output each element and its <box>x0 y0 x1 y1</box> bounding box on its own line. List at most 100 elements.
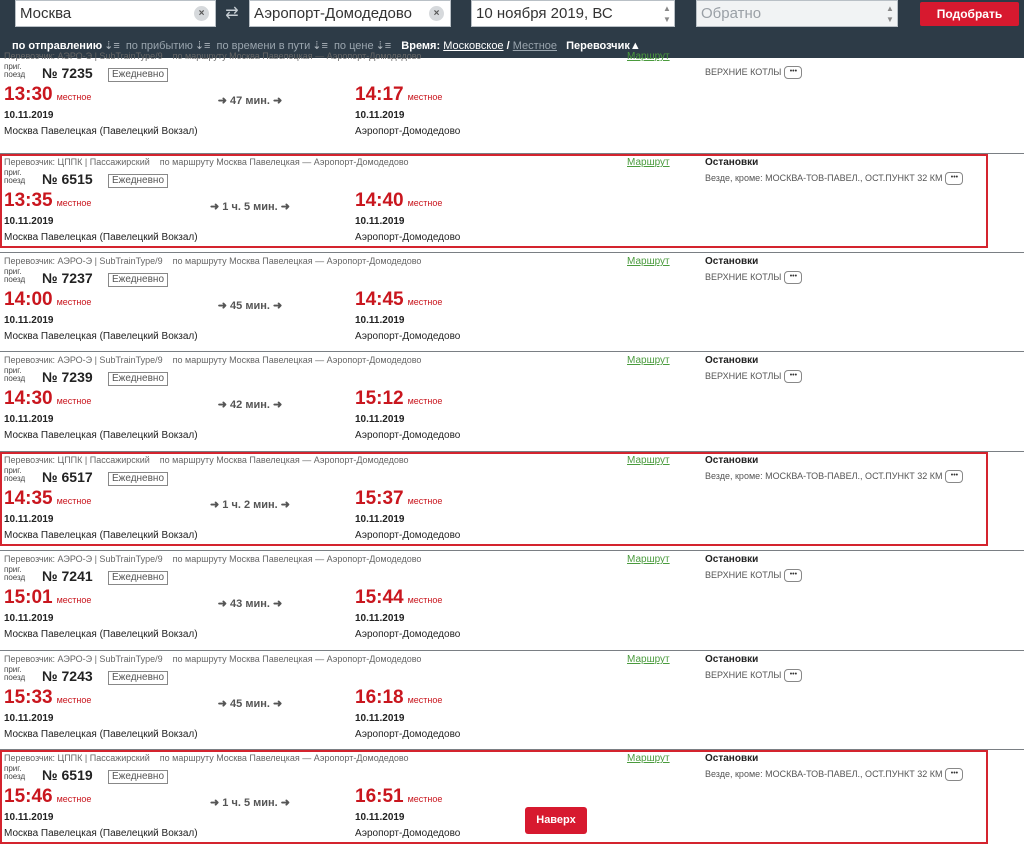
arrival-date: 10.11.2019 <box>355 110 405 121</box>
arrival-time-value: 16:51 <box>355 786 404 807</box>
from-station-value: Москва <box>20 5 72 22</box>
arrival-station: Аэропорт-Домодедово <box>355 430 461 441</box>
more-stops-icon[interactable]: ••• <box>784 370 803 383</box>
departure-time: 15:46 местное <box>4 786 91 808</box>
return-spinner-icon[interactable]: ▲ ▼ <box>886 4 894 24</box>
route-link[interactable]: Маршрут <box>627 753 670 764</box>
departure-date: 10.11.2019 <box>4 315 54 326</box>
stops-list: Везде, кроме: МОСКВА-ТОВ-ПАВЕЛ., ОСТ.ПУН… <box>705 172 964 185</box>
arrival-time-value: 15:44 <box>355 587 404 608</box>
stops-value: Везде, кроме: МОСКВА-ТОВ-ПАВЕЛ., ОСТ.ПУН… <box>705 172 943 183</box>
train-kind-label: приг. поезд <box>4 565 26 582</box>
route-link[interactable]: Маршрут <box>627 157 670 168</box>
departure-time-value: 13:30 <box>4 84 53 105</box>
sort-by-price[interactable]: по цене <box>333 39 374 52</box>
date-spinner-icon[interactable]: ▲ ▼ <box>663 4 671 24</box>
return-date-input[interactable]: Обратно ▲ ▼ <box>696 0 898 27</box>
stops-value: ВЕРХНИЕ КОТЛЫ <box>705 370 782 381</box>
route-link[interactable]: Маршрут <box>627 256 670 267</box>
route-link[interactable]: Маршрут <box>627 51 670 62</box>
arrival-date: 10.11.2019 <box>355 216 405 227</box>
train-number: № 6519 <box>42 767 93 783</box>
arrival-time: 15:37 местное <box>355 488 442 510</box>
clear-from-icon[interactable]: × <box>194 6 209 21</box>
time-moscow-link[interactable]: Московское <box>443 39 504 52</box>
more-stops-icon[interactable]: ••• <box>945 172 964 185</box>
time-label: Время: <box>401 39 441 52</box>
route-link[interactable]: Маршрут <box>627 554 670 565</box>
route-link[interactable]: Маршрут <box>627 654 670 665</box>
stops-value: Везде, кроме: МОСКВА-ТОВ-ПАВЕЛ., ОСТ.ПУН… <box>705 768 943 779</box>
arrow-right-icon: ➜ <box>280 201 290 213</box>
to-station-value: Аэропорт-Домодедово <box>254 5 413 22</box>
train-kind-label: приг. поезд <box>4 764 26 781</box>
stops-title: Остановки <box>705 753 759 764</box>
arrival-time-value: 14:40 <box>355 190 404 211</box>
schedule-badge: Ежедневно <box>108 770 169 784</box>
arrow-right-icon: ➜ <box>209 797 220 809</box>
more-stops-icon[interactable]: ••• <box>784 569 803 582</box>
duration: ➜ 1 ч. 2 мин. ➜ <box>190 498 310 511</box>
stops-title: Остановки <box>705 554 759 565</box>
departure-time: 15:01 местное <box>4 587 91 609</box>
departure-station: Москва Павелецкая (Павелецкий Вокзал) <box>4 232 198 243</box>
train-number: № 7243 <box>42 668 93 684</box>
local-time-label: местное <box>407 496 443 506</box>
date-input[interactable]: 10 ноября 2019, ВС ▲ ▼ <box>471 0 675 27</box>
schedule-badge: Ежедневно <box>108 273 169 287</box>
sort-by-departure[interactable]: по отправлению <box>12 39 103 52</box>
duration: ➜ 45 мин. ➜ <box>190 299 310 312</box>
departure-time: 14:00 местное <box>4 289 91 311</box>
time-separator: / <box>506 39 510 52</box>
stops-title: Остановки <box>705 654 759 665</box>
arrival-date: 10.11.2019 <box>355 613 405 624</box>
departure-time-value: 13:35 <box>4 190 53 211</box>
clear-to-icon[interactable]: × <box>429 6 444 21</box>
sort-icon: ⇣≡ <box>104 40 120 52</box>
duration: ➜ 1 ч. 5 мин. ➜ <box>190 796 310 809</box>
arrow-right-icon: ➜ <box>280 797 290 809</box>
arrival-time: 16:51 местное <box>355 786 442 808</box>
arrow-right-icon: ➜ <box>273 598 283 610</box>
to-station-input[interactable]: Аэропорт-Домодедово × <box>249 0 451 27</box>
more-stops-icon[interactable]: ••• <box>784 669 803 682</box>
departure-date: 10.11.2019 <box>4 613 54 624</box>
local-time-label: местное <box>407 595 443 605</box>
route-link[interactable]: Маршрут <box>627 355 670 366</box>
more-stops-icon[interactable]: ••• <box>945 768 964 781</box>
time-local-link[interactable]: Местное <box>512 39 558 52</box>
search-bar: Москва × ⇄ Аэропорт-Домодедово × 10 нояб… <box>0 0 1024 58</box>
duration: ➜ 47 мин. ➜ <box>190 94 310 107</box>
route-link[interactable]: Маршрут <box>627 455 670 466</box>
back-to-top-button[interactable]: Наверх <box>525 807 587 834</box>
local-time-label: местное <box>407 695 443 705</box>
search-submit-button[interactable]: Подобрать <box>920 2 1019 26</box>
more-stops-icon[interactable]: ••• <box>784 66 803 79</box>
local-time-label: местное <box>56 595 92 605</box>
sort-by-carrier[interactable]: Перевозчик <box>566 39 630 52</box>
carrier-name: Перевозчик: АЭРО-Э | SubTrainType/9 <box>4 256 163 266</box>
from-station-input[interactable]: Москва × <box>15 0 216 27</box>
arrival-station: Аэропорт-Домодедово <box>355 729 461 740</box>
train-number: № 7237 <box>42 270 93 286</box>
sort-by-arrival[interactable]: по прибытию <box>125 39 193 52</box>
departure-time-value: 14:30 <box>4 388 53 409</box>
arrival-time-value: 14:45 <box>355 289 404 310</box>
train-number: № 6515 <box>42 171 93 187</box>
swap-stations-icon[interactable]: ⇄ <box>225 5 239 22</box>
more-stops-icon[interactable]: ••• <box>784 271 803 284</box>
arrow-right-icon: ➜ <box>280 499 290 511</box>
train-row: Перевозчик: АЭРО-Э | SubTrainType/9 по ма… <box>0 650 1024 749</box>
local-time-label: местное <box>407 794 443 804</box>
carrier-name: Перевозчик: ЦППК | Пассажирский <box>4 157 150 167</box>
local-time-label: местное <box>56 92 92 102</box>
departure-date: 10.11.2019 <box>4 216 54 227</box>
duration-value: 47 мин. <box>230 95 270 107</box>
departure-station: Москва Павелецкая (Павелецкий Вокзал) <box>4 331 198 342</box>
sort-bar: по отправлению ⇣≡ по прибытию ⇣≡ по времен… <box>12 39 641 53</box>
more-stops-icon[interactable]: ••• <box>945 470 964 483</box>
arrival-time-value: 14:17 <box>355 84 404 105</box>
route-text: по маршруту Москва Павелецкая — Аэропорт… <box>159 455 409 465</box>
train-row: Перевозчик: ЦППК | Пассажирский по маршру… <box>0 749 1024 848</box>
sort-by-duration[interactable]: по времени в пути <box>216 39 311 52</box>
